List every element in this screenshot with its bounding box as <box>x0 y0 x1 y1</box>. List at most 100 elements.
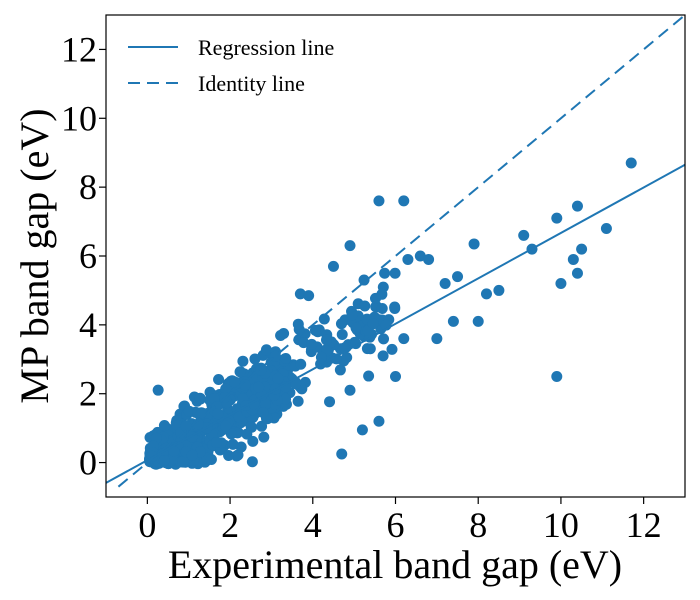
data-point <box>447 315 459 327</box>
data-point <box>256 420 268 432</box>
data-point <box>249 353 261 365</box>
x-tick-label: 6 <box>387 505 405 545</box>
data-point <box>576 243 588 255</box>
data-point <box>327 260 339 272</box>
plot-area <box>105 14 686 498</box>
data-point <box>158 420 170 432</box>
identity-line <box>117 15 685 488</box>
data-point <box>234 366 246 378</box>
data-point <box>376 288 388 300</box>
data-point <box>379 267 391 279</box>
data-point <box>294 288 306 300</box>
data-point <box>280 352 292 364</box>
data-point <box>168 445 180 457</box>
y-tick-label: 10 <box>61 98 97 138</box>
data-point <box>625 157 637 169</box>
data-point <box>306 338 318 350</box>
data-point <box>259 398 271 410</box>
data-point <box>431 333 443 345</box>
data-point <box>367 318 379 330</box>
data-point <box>223 449 235 461</box>
legend: Regression line Identity line <box>128 35 334 96</box>
data-point <box>335 318 347 330</box>
x-axis-ticks: 0 2 4 6 8 10 12 <box>138 497 662 545</box>
data-point <box>361 343 373 355</box>
x-tick-label: 12 <box>626 505 662 545</box>
data-point <box>258 431 270 443</box>
data-point <box>295 358 307 370</box>
x-tick-label: 2 <box>221 505 239 545</box>
data-point <box>212 408 224 420</box>
data-point <box>359 300 371 312</box>
regression-line <box>106 163 685 484</box>
data-point <box>389 267 401 279</box>
data-point <box>220 420 232 432</box>
data-point <box>452 271 464 283</box>
x-tick-label: 0 <box>138 505 156 545</box>
y-tick-label: 0 <box>79 443 97 483</box>
data-point <box>414 250 426 262</box>
data-point <box>233 411 245 423</box>
data-point <box>346 309 358 321</box>
data-point <box>439 278 451 290</box>
data-point <box>318 313 330 325</box>
data-point <box>152 384 164 396</box>
data-point <box>336 448 348 460</box>
data-point <box>373 195 385 207</box>
data-point <box>480 288 492 300</box>
data-point <box>468 238 480 250</box>
legend-regression-label: Regression line <box>198 35 334 60</box>
data-point <box>423 253 435 265</box>
data-point <box>518 229 530 241</box>
data-point <box>344 240 356 252</box>
data-point <box>239 379 251 391</box>
data-point <box>571 267 583 279</box>
data-point <box>194 392 206 404</box>
x-tick-label: 10 <box>543 505 579 545</box>
data-point <box>373 415 385 427</box>
x-tick-label: 8 <box>469 505 487 545</box>
data-point <box>472 315 484 327</box>
data-point <box>255 364 267 376</box>
x-tick-label: 4 <box>304 505 322 545</box>
data-point <box>195 407 207 419</box>
data-point <box>253 381 265 393</box>
x-axis-label: Experimental band gap (eV) <box>168 542 622 587</box>
data-point <box>600 222 612 234</box>
data-point <box>334 364 346 376</box>
data-point <box>363 370 375 382</box>
legend-identity-label: Identity line <box>198 71 305 96</box>
data-point <box>341 352 353 364</box>
data-point <box>358 274 370 286</box>
y-tick-label: 8 <box>79 167 97 207</box>
data-point <box>493 284 505 296</box>
data-point <box>330 353 342 365</box>
data-point <box>183 405 195 417</box>
data-point <box>398 333 410 345</box>
y-tick-label: 4 <box>79 305 97 345</box>
y-axis-label: MP band gap (eV) <box>12 108 57 403</box>
data-point <box>180 420 192 432</box>
data-point <box>227 438 239 450</box>
data-point <box>177 456 189 468</box>
data-point <box>377 350 389 362</box>
y-tick-label: 6 <box>79 236 97 276</box>
data-point <box>551 371 563 382</box>
data-point <box>350 322 362 334</box>
data-point <box>551 212 563 224</box>
data-point <box>237 355 249 367</box>
data-point <box>241 428 253 440</box>
data-point <box>280 381 292 393</box>
data-point <box>386 343 398 355</box>
scatter-points <box>144 157 637 470</box>
data-point <box>378 333 390 345</box>
data-point <box>292 318 304 330</box>
data-point <box>210 436 222 448</box>
data-point <box>356 424 368 436</box>
y-axis-ticks: 0 2 4 6 8 10 12 <box>61 29 106 483</box>
data-point <box>303 290 315 302</box>
data-point <box>324 396 336 408</box>
data-point <box>186 449 198 461</box>
data-point <box>571 200 583 212</box>
data-point <box>280 393 292 405</box>
